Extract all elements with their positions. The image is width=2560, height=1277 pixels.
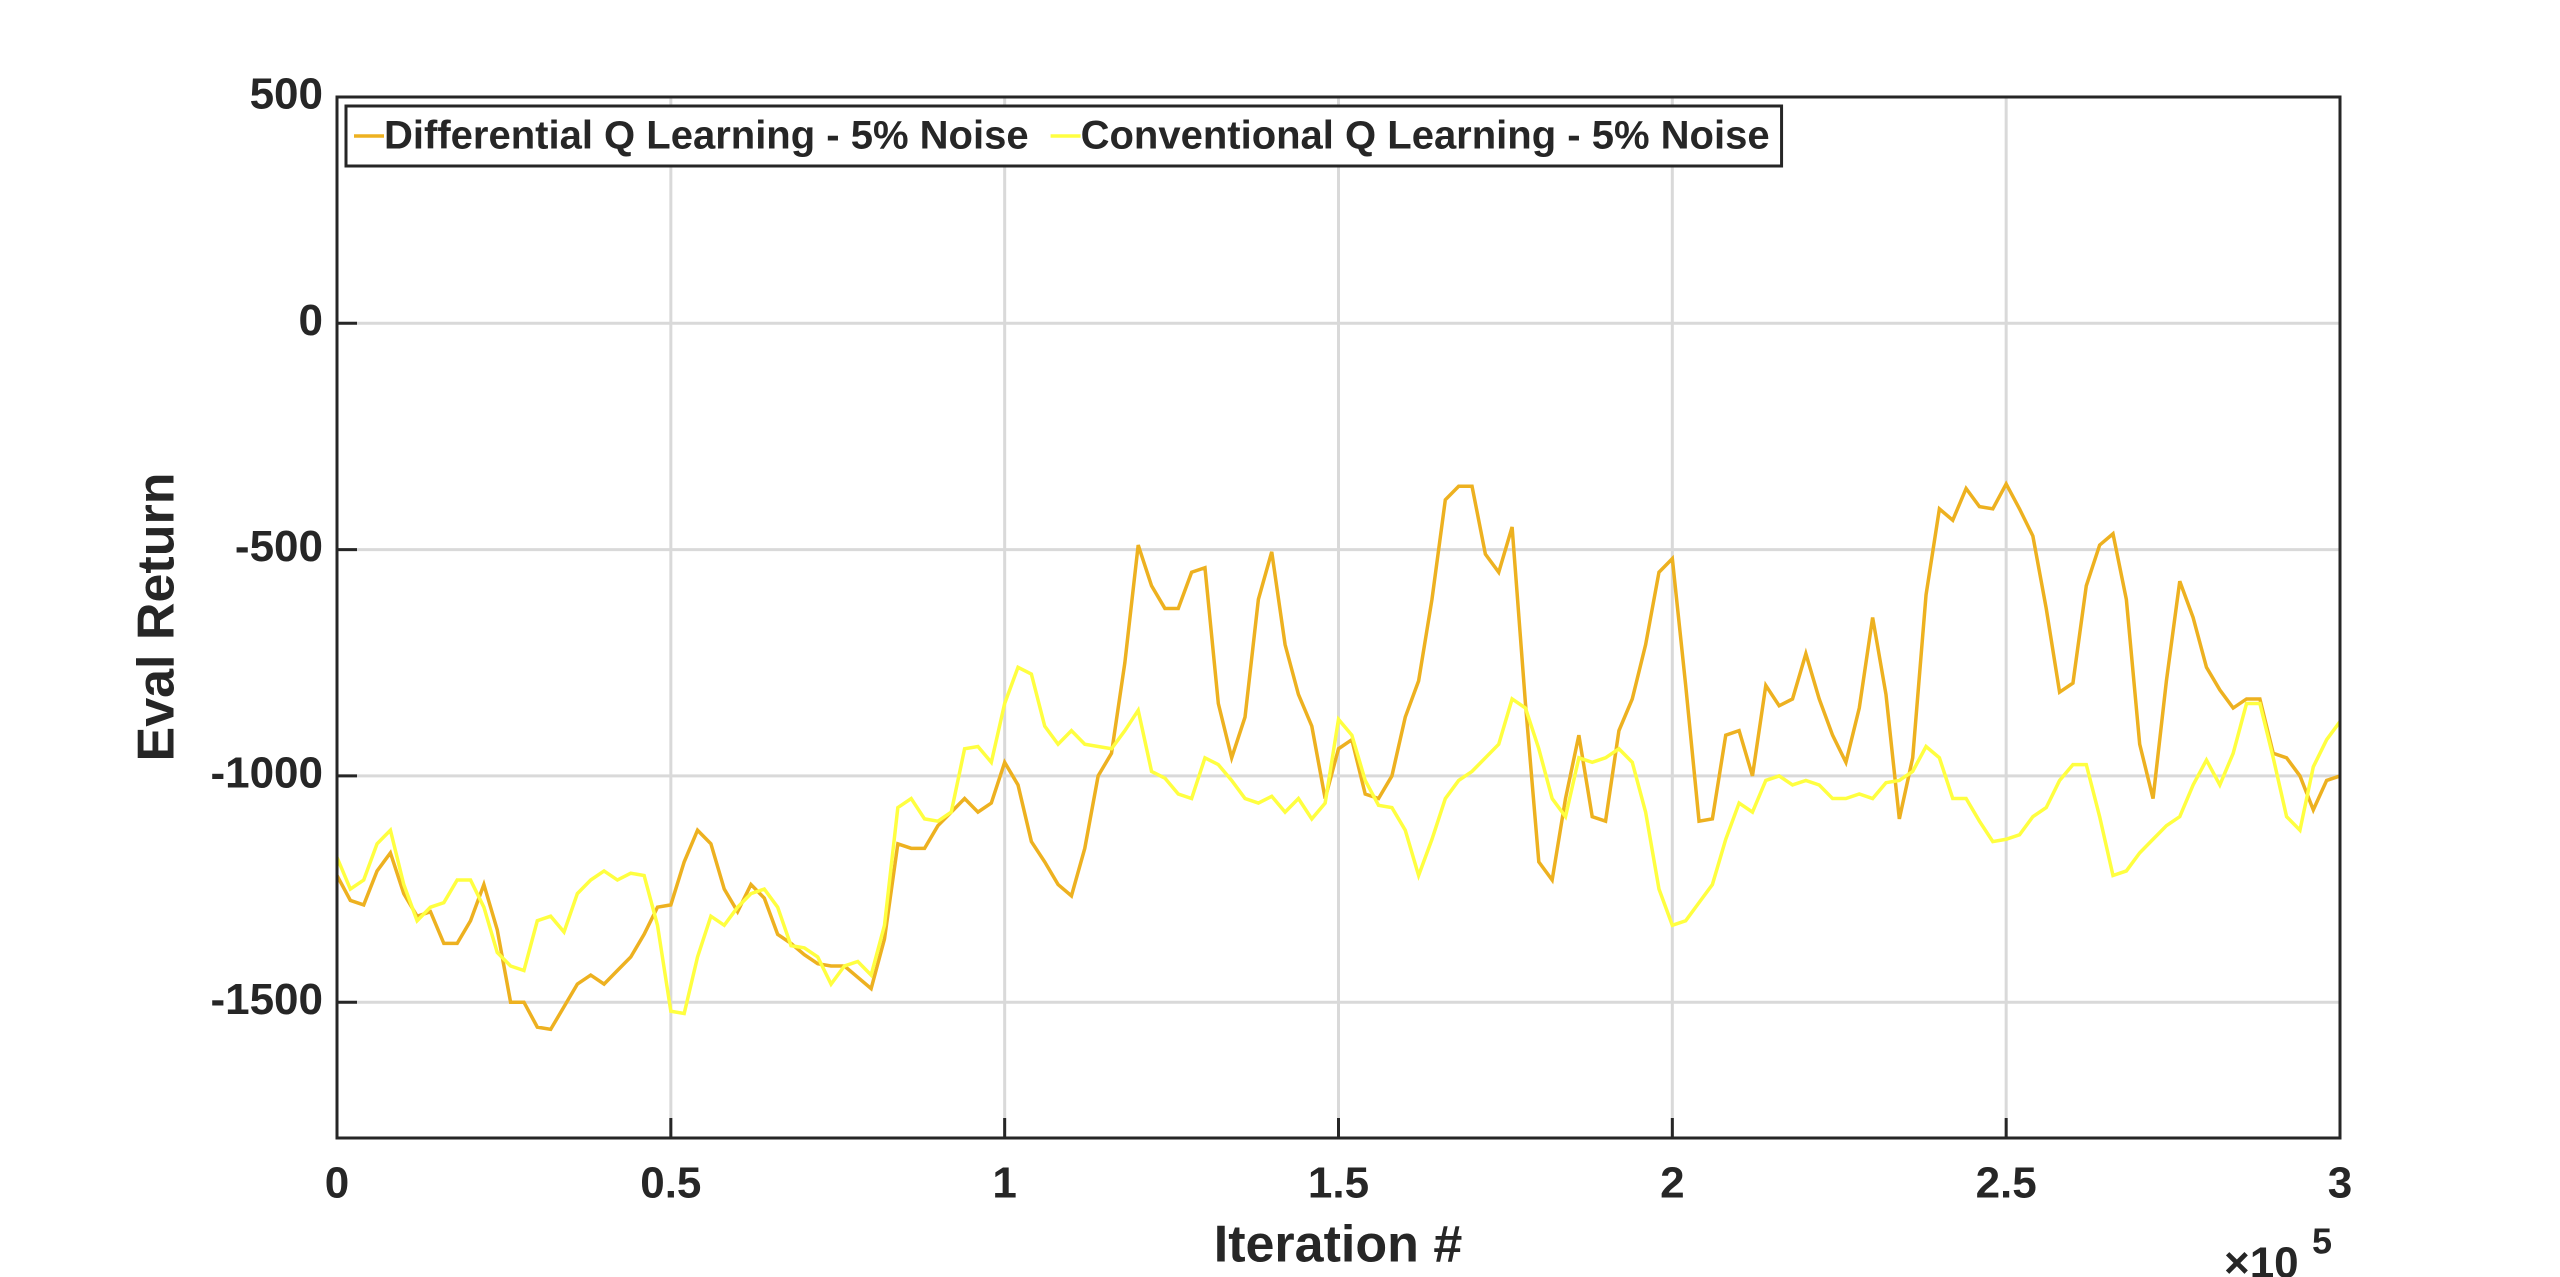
y-axis-label: Eval Return bbox=[128, 473, 186, 762]
x-exponent-power: 5 bbox=[2312, 1221, 2332, 1262]
y-tick-label: 500 bbox=[250, 70, 323, 119]
x-tick-label: 0.5 bbox=[640, 1159, 701, 1208]
legend-label: Differential Q Learning - 5% Noise bbox=[384, 114, 1029, 158]
x-exponent-base: ×10 bbox=[2224, 1239, 2299, 1277]
data-line bbox=[335, 664, 2342, 1016]
x-tick-label: 3 bbox=[2328, 1159, 2352, 1208]
y-tick-label: -1500 bbox=[210, 975, 323, 1024]
data-line bbox=[335, 480, 2341, 1032]
x-tick-label: 2.5 bbox=[1976, 1159, 2037, 1208]
x-tick-label: 1 bbox=[992, 1159, 1016, 1208]
x-tick-label: 2 bbox=[1660, 1159, 1684, 1208]
y-tick-label: 0 bbox=[299, 296, 323, 345]
x-tick-label: 1.5 bbox=[1308, 1159, 1369, 1208]
y-tick-label: -500 bbox=[235, 522, 323, 571]
plot-frame bbox=[335, 95, 2342, 1140]
legend: Differential Q Learning - 5% Noise Conven… bbox=[344, 104, 1784, 168]
legend-label: Conventional Q Learning - 5% Noise bbox=[1081, 114, 1770, 158]
x-tick-label: 0 bbox=[325, 1159, 349, 1208]
y-tick-label: -1000 bbox=[210, 749, 323, 798]
x-axis-label: Iteration # bbox=[1214, 1216, 1463, 1274]
